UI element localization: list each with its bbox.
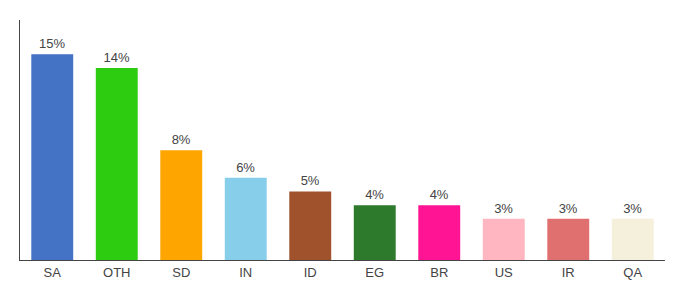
svg-text:OTH: OTH (103, 265, 130, 280)
svg-text:15%: 15% (39, 36, 65, 51)
svg-text:3%: 3% (559, 201, 578, 216)
svg-text:4%: 4% (430, 187, 449, 202)
svg-text:5%: 5% (301, 173, 320, 188)
svg-text:QA: QA (623, 265, 642, 280)
svg-text:ID: ID (304, 265, 317, 280)
svg-text:14%: 14% (104, 50, 130, 65)
svg-text:6%: 6% (236, 160, 255, 175)
svg-text:SA: SA (44, 265, 62, 280)
svg-text:US: US (495, 265, 513, 280)
svg-text:3%: 3% (494, 201, 513, 216)
svg-text:EG: EG (365, 265, 384, 280)
svg-text:SD: SD (172, 265, 190, 280)
svg-text:IR: IR (562, 265, 575, 280)
svg-text:3%: 3% (623, 201, 642, 216)
svg-text:IN: IN (239, 265, 252, 280)
svg-text:BR: BR (430, 265, 448, 280)
svg-text:4%: 4% (365, 187, 384, 202)
svg-text:8%: 8% (172, 132, 191, 147)
